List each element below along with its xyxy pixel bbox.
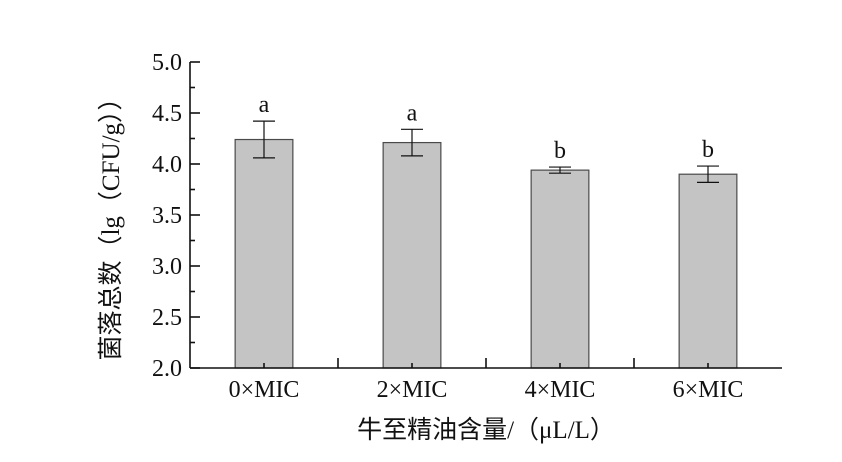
significance-label: a bbox=[259, 92, 270, 118]
y-tick-label: 2.0 bbox=[152, 356, 182, 382]
y-tick-label: 3.5 bbox=[152, 203, 182, 229]
significance-label: a bbox=[407, 100, 418, 126]
x-tick-label: 2×MIC bbox=[377, 377, 448, 403]
error-bars-layer bbox=[253, 120, 719, 183]
x-tick-label: 0×MIC bbox=[229, 377, 300, 403]
bar bbox=[234, 138, 294, 369]
significance-labels-layer: a a b b bbox=[259, 92, 714, 164]
bars-layer bbox=[234, 138, 738, 369]
y-axis-label: 菌落总数（lg（CFU/g）） bbox=[97, 85, 125, 360]
x-axis-label: 牛至精油含量/（μL/L） bbox=[357, 416, 615, 444]
y-tick-label: 5.0 bbox=[152, 50, 182, 76]
bar bbox=[678, 173, 738, 369]
y-tick-label: 3.0 bbox=[152, 254, 182, 280]
significance-label: b bbox=[554, 138, 566, 164]
bar bbox=[382, 141, 442, 369]
y-tick-label: 4.0 bbox=[152, 152, 182, 178]
x-tick-label: 4×MIC bbox=[525, 377, 596, 403]
tick-layer: 2.0 2.5 3.0 3.5 4.0 4.5 5.0 0×MIC 2×MIC 4×MIC 6×MI… bbox=[152, 50, 743, 403]
y-tick-label: 2.5 bbox=[152, 305, 182, 331]
x-tick-label: 6×MIC bbox=[673, 377, 744, 403]
bar bbox=[530, 169, 590, 369]
significance-label: b bbox=[702, 137, 714, 163]
y-tick-label: 4.5 bbox=[152, 101, 182, 127]
